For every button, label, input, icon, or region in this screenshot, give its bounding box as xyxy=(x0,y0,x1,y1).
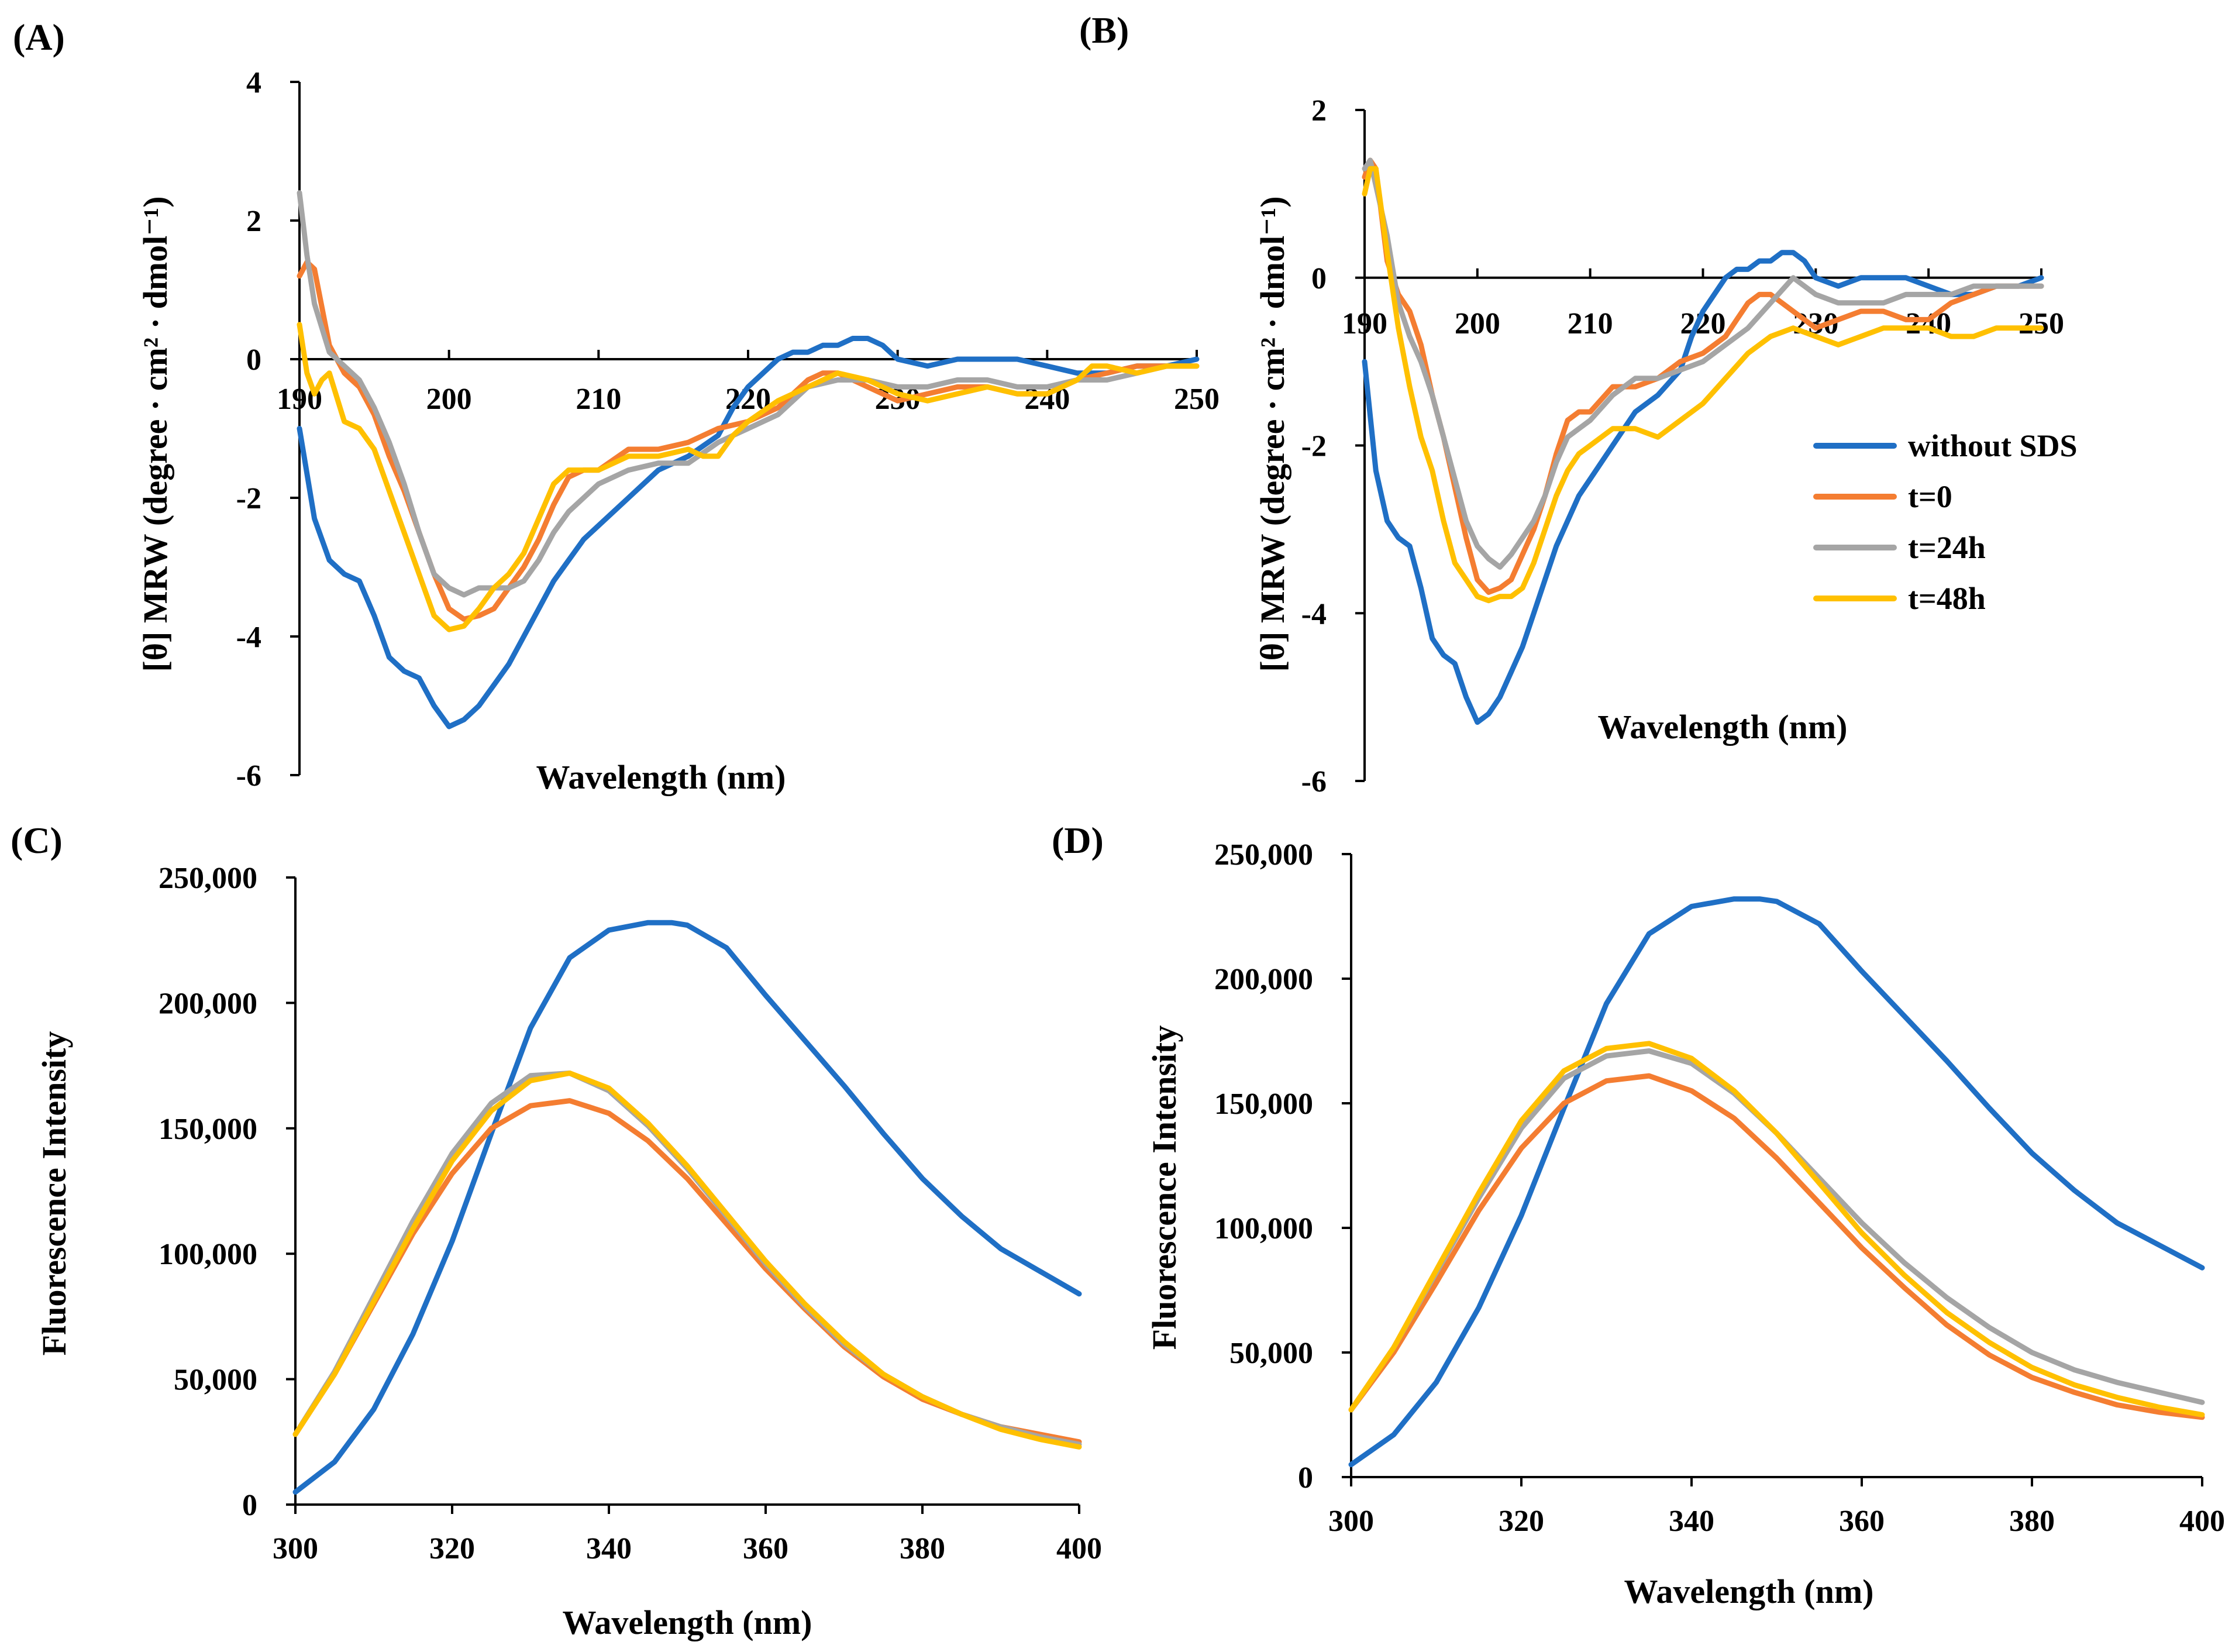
panel-b-x-tick-label: 210 xyxy=(1568,307,1613,340)
panel-a-series-without-sds xyxy=(297,336,1200,729)
panel-d-x-tick-label: 400 xyxy=(2179,1505,2225,1538)
panel-a-series-t-0 xyxy=(297,259,1200,622)
panel-d-y-tick-label: 150,000 xyxy=(1214,1087,1313,1121)
panel-c-y-tick-label: 200,000 xyxy=(159,987,257,1020)
panel-a-y-tick-label: 2 xyxy=(246,205,261,238)
panel-b-label: (B) xyxy=(1079,9,1129,51)
panel-c-y-tick-label: 100,000 xyxy=(159,1238,257,1271)
panel-d-x-tick-label: 380 xyxy=(2009,1505,2055,1538)
legend-label-t-24h: t=24h xyxy=(1908,530,1986,565)
panel-c-series-t-24h xyxy=(292,1071,1082,1447)
panel-d-x-tick-label: 300 xyxy=(1328,1505,1374,1538)
panel-d-y-axis-title: Fluorescence Intensity xyxy=(1145,1025,1183,1350)
panel-b-y-tick-label: -4 xyxy=(1301,597,1327,631)
panel-a-x-tick-label: 210 xyxy=(576,383,621,416)
panel-a-y-tick-label: 0 xyxy=(246,343,261,377)
panel-d-x-tick-label: 320 xyxy=(1499,1505,1544,1538)
panel-a-x-tick-label: 250 xyxy=(1174,383,1220,416)
panel-d-y-tick-label: 200,000 xyxy=(1214,963,1313,996)
panel-b-series-t-48h xyxy=(1362,166,2044,604)
panel-a-x-tick-label: 200 xyxy=(426,383,472,416)
panel-d-y-tick-label: 250,000 xyxy=(1214,838,1313,872)
panel-c-y-tick-label: 0 xyxy=(242,1489,257,1522)
panel-a-label: (A) xyxy=(13,16,65,58)
panel-d-series-without-sds xyxy=(1348,896,2205,1468)
panel-a-y-tick-label: -6 xyxy=(236,759,261,793)
panel-a-y-tick-label: -4 xyxy=(236,621,261,654)
legend: without SDS t=0 t=24h t=48h xyxy=(1813,428,2078,616)
panel-c-x-tick-label: 340 xyxy=(586,1532,632,1565)
panel-c-label: (C) xyxy=(11,820,63,861)
panel-c-series-t-48h xyxy=(292,1071,1082,1450)
panel-c-x-tick-label: 400 xyxy=(1056,1532,1102,1565)
panel-b-series-without-sds xyxy=(1362,250,2044,725)
panel-c-x-tick-label: 300 xyxy=(273,1532,318,1565)
panel-a-y-axis-title: [θ] MRW (degree · cm² · dmol⁻¹) xyxy=(136,196,174,672)
panel-b-y-tick-label: -2 xyxy=(1301,430,1327,463)
panel-c-x-tick-label: 320 xyxy=(429,1532,475,1565)
panel-b-series-t-0 xyxy=(1362,157,2044,595)
panel-b-x-tick-label: 250 xyxy=(2019,307,2064,340)
panel-b-series-t-24h xyxy=(1362,157,2044,570)
panel-b-y-tick-label: 2 xyxy=(1311,94,1327,128)
panel-b-y-tick-label: 0 xyxy=(1311,262,1327,295)
legend-label-without-sds: without SDS xyxy=(1908,428,2078,463)
panel-a-series-t-48h xyxy=(297,322,1200,632)
panel-d-y-tick-label: 50,000 xyxy=(1229,1337,1313,1370)
panel-c-y-axis-title: Fluorescence Intensity xyxy=(35,1031,73,1356)
panel-d-series-t-0 xyxy=(1348,1073,2205,1420)
panel-b-x-tick-label: 200 xyxy=(1455,307,1500,340)
panel-c-x-tick-label: 380 xyxy=(900,1532,945,1565)
panel-c-x-axis-title: Wavelength (nm) xyxy=(563,1603,812,1641)
panel-d-x-axis-title: Wavelength (nm) xyxy=(1624,1572,1874,1610)
panel-d-y-tick-label: 100,000 xyxy=(1214,1212,1313,1245)
panel-d-label: (D) xyxy=(1052,820,1104,861)
panel-b-chart: (B) Wavelength (nm) [θ] MRW (degree · cm… xyxy=(1079,9,2078,799)
panel-d-x-tick-label: 360 xyxy=(1839,1505,1885,1538)
panel-a-y-tick-label: -2 xyxy=(236,482,261,515)
legend-label-t-0: t=0 xyxy=(1908,479,1952,514)
panel-d-chart: (D) Wavelength (nm) Fluorescence Intensi… xyxy=(1052,820,2225,1610)
panel-b-x-axis-title: Wavelength (nm) xyxy=(1598,708,1848,746)
panel-b-y-tick-label: -6 xyxy=(1301,765,1327,799)
panel-d-series-t-48h xyxy=(1348,1041,2205,1417)
panel-c-y-tick-label: 250,000 xyxy=(159,862,257,895)
panel-c-chart: (C) Wavelength (nm) Fluorescence Intensi… xyxy=(11,820,1102,1641)
panel-a-y-tick-label: 4 xyxy=(246,66,261,99)
panel-c-y-tick-label: 50,000 xyxy=(174,1364,257,1397)
panel-d-series-t-24h xyxy=(1348,1048,2205,1413)
legend-label-t-48h: t=48h xyxy=(1908,581,1986,616)
panel-c-x-tick-label: 360 xyxy=(743,1532,788,1565)
panel-c-y-tick-label: 150,000 xyxy=(159,1113,257,1146)
panel-a-series-t-24h xyxy=(297,190,1200,598)
panel-a-x-axis-title: Wavelength (nm) xyxy=(536,758,786,796)
panel-c-series-t-0 xyxy=(292,1098,1082,1445)
panel-b-x-tick-label: 190 xyxy=(1342,307,1387,340)
panel-a-chart: (A) Wavelength (nm) [θ] MRW (degree · cm… xyxy=(13,16,1220,796)
panel-c-series-without-sds xyxy=(292,920,1082,1495)
panel-d-x-tick-label: 340 xyxy=(1669,1505,1714,1538)
panel-d-y-tick-label: 0 xyxy=(1298,1461,1313,1495)
panel-b-y-axis-title: [θ] MRW (degree · cm² · dmol⁻¹) xyxy=(1253,196,1291,672)
